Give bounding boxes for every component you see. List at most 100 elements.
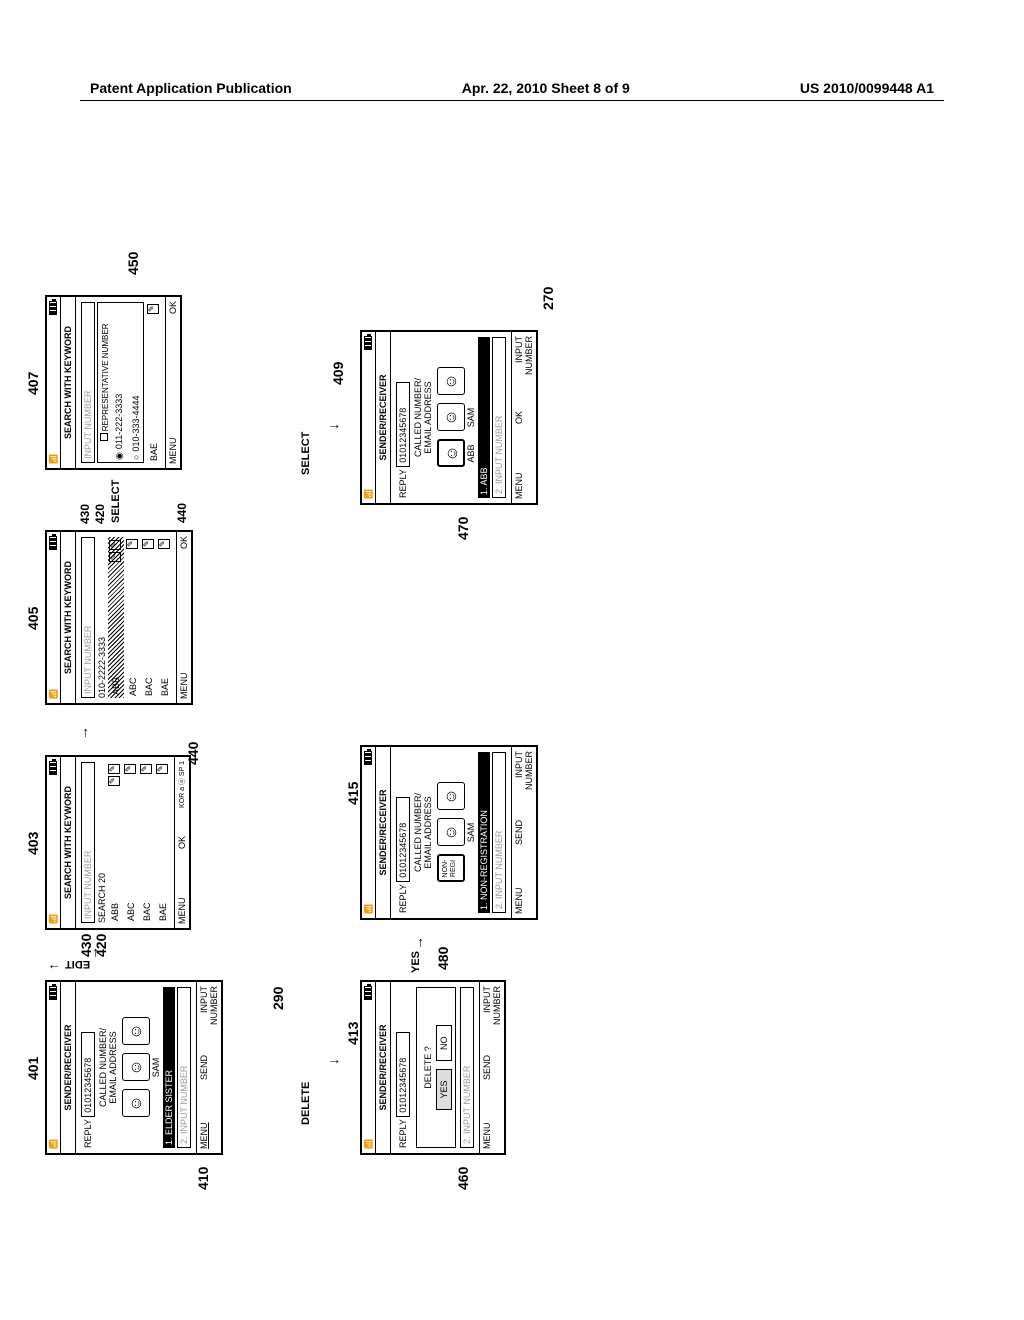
menu-button[interactable]: MENU	[177, 870, 187, 924]
result-row[interactable]: BAC	[142, 902, 152, 921]
arrow-icon: ↓	[325, 423, 341, 430]
screen-413: 📶 SENDER/RECEIVER REPLY 01012345678 DELE…	[360, 980, 506, 1155]
doc-icon	[124, 764, 136, 774]
doc-icon	[140, 764, 152, 774]
result-row[interactable]: BAE	[158, 903, 168, 921]
option-2[interactable]: 2. INPUT NUMBER	[492, 337, 506, 498]
result-row[interactable]: ABC	[128, 677, 138, 696]
title-403: SEARCH WITH KEYWORD	[61, 757, 76, 928]
radio-button[interactable]: ○	[131, 455, 141, 460]
no-button[interactable]: NO	[436, 1025, 452, 1061]
avatar-icon: ☺	[437, 368, 465, 396]
ref-440: 440	[185, 742, 201, 765]
send-button[interactable]: SEND	[199, 1040, 219, 1094]
avatar-label: SAM	[466, 403, 476, 433]
header-rule	[80, 100, 944, 101]
title-407: SEARCH WITH KEYWORD	[61, 297, 76, 468]
menu-button[interactable]: MENU	[199, 1095, 219, 1149]
option-2[interactable]: 2. INPUT NUMBER	[492, 752, 506, 913]
option-2[interactable]: 2. INPUT NUMBER	[460, 987, 474, 1148]
ref-430: 430	[78, 504, 92, 524]
screen-407: 📶 SEARCH WITH KEYWORD INPUT NUMBER REPRE…	[45, 295, 182, 470]
phone-opt-1[interactable]: 011-222-3333	[114, 394, 124, 449]
result-row[interactable]: BAC	[144, 677, 154, 696]
option-1[interactable]: 1. ELDER SISTER	[163, 987, 175, 1148]
result-bae[interactable]: BAE	[149, 443, 159, 461]
reply-input[interactable]: 01012345678	[396, 382, 410, 467]
select-label: SELECT	[110, 480, 122, 523]
result-row[interactable]: BAE	[160, 678, 170, 696]
result-row[interactable]: ABB	[110, 903, 120, 921]
signal-icon: 📶	[364, 1139, 373, 1149]
input-number-field[interactable]: INPUT NUMBER	[81, 302, 95, 463]
result-abb[interactable]: ABB	[111, 677, 121, 695]
battery-icon	[364, 751, 372, 765]
input-number-button[interactable]: INPUT NUMBER	[514, 336, 534, 390]
ok-button[interactable]: OK	[168, 301, 178, 314]
signal-icon: 📶	[49, 914, 58, 924]
option-nonreg[interactable]: 1. NON-REGISTRATION	[478, 752, 490, 913]
ref-270: 270	[540, 287, 556, 310]
send-button[interactable]: SEND	[482, 1040, 502, 1094]
battery-icon	[364, 336, 372, 350]
option-2[interactable]: 2. INPUT NUMBER	[177, 987, 191, 1148]
yes-label: YES	[410, 951, 422, 973]
menu-button[interactable]: MENU	[482, 1095, 502, 1149]
signal-icon: 📶	[364, 904, 373, 914]
avatar-label: ABB	[466, 439, 476, 469]
nonreg-icon: NON- REGI	[437, 855, 465, 883]
input-number-button[interactable]: INPUT NUMBER	[482, 986, 502, 1040]
input-number-button[interactable]: INPUT NUMBER	[514, 751, 534, 805]
reply-label: REPLY	[398, 884, 408, 913]
ime-indicator: KOR a ⓐ SP 1	[177, 761, 187, 815]
avatar-icon: ☺	[437, 404, 465, 432]
avatar-icon: ☺	[437, 819, 465, 847]
ok-button[interactable]: OK	[177, 815, 187, 869]
radio-button[interactable]: ◉	[114, 452, 124, 460]
menu-button[interactable]: MENU	[179, 673, 189, 700]
avatar-label: SAM	[466, 818, 476, 848]
avatar-icon: ☺	[122, 1054, 150, 1082]
reply-label: REPLY	[398, 1119, 408, 1148]
arrow-icon: →	[75, 726, 91, 740]
header-right: US 2010/0099448 A1	[800, 80, 934, 96]
reply-input[interactable]: 01012345678	[396, 1032, 410, 1117]
option-abb[interactable]: 1. ABB	[478, 337, 490, 498]
doc-icon	[108, 764, 120, 774]
doc-icon	[147, 304, 159, 314]
ref-450: 450	[125, 252, 141, 275]
called-label: CALLED NUMBER/ EMAIL ADDRESS	[412, 752, 434, 913]
yes-button[interactable]: YES	[436, 1070, 452, 1110]
ref-410: 410	[195, 1167, 211, 1190]
send-button[interactable]: SEND	[514, 805, 534, 859]
input-number-field[interactable]: INPUT NUMBER	[81, 537, 95, 698]
ref-413: 413	[345, 1022, 361, 1045]
phone-opt-2[interactable]: 010-333-4444	[131, 396, 141, 452]
ok-button[interactable]: OK	[514, 390, 534, 444]
doc-icon	[109, 540, 121, 550]
input-number-field[interactable]: INPUT NUMBER	[81, 762, 95, 923]
ok-button[interactable]: OK	[179, 536, 189, 549]
ref-460: 460	[455, 1167, 471, 1190]
screen-409: 📶 SENDER/RECEIVER REPLY 01012345678 CALL…	[360, 330, 538, 505]
doc-icon	[109, 552, 121, 562]
doc-icon	[156, 764, 168, 774]
reply-input[interactable]: 01012345678	[81, 1032, 95, 1117]
reply-input[interactable]: 01012345678	[396, 797, 410, 882]
result-row[interactable]: ABC	[126, 902, 136, 921]
menu-button[interactable]: MENU	[514, 445, 534, 499]
doc-icon	[142, 539, 154, 549]
input-number-button[interactable]: INPUT NUMBER	[199, 986, 219, 1040]
avatar-icon: ☺	[437, 440, 465, 468]
doc-icon	[126, 539, 138, 549]
menu-button[interactable]: MENU	[514, 860, 534, 914]
title-415: SENDER/RECEIVER	[376, 747, 391, 918]
delete-label: DELETE	[300, 1082, 312, 1125]
signal-icon: 📶	[49, 689, 58, 699]
menu-button[interactable]: MENU	[168, 438, 178, 465]
ref-470: 470	[455, 517, 471, 540]
ref-420: 420	[93, 504, 107, 524]
header-left: Patent Application Publication	[90, 80, 292, 96]
ref-405: 405	[25, 607, 41, 630]
battery-icon	[49, 301, 57, 315]
